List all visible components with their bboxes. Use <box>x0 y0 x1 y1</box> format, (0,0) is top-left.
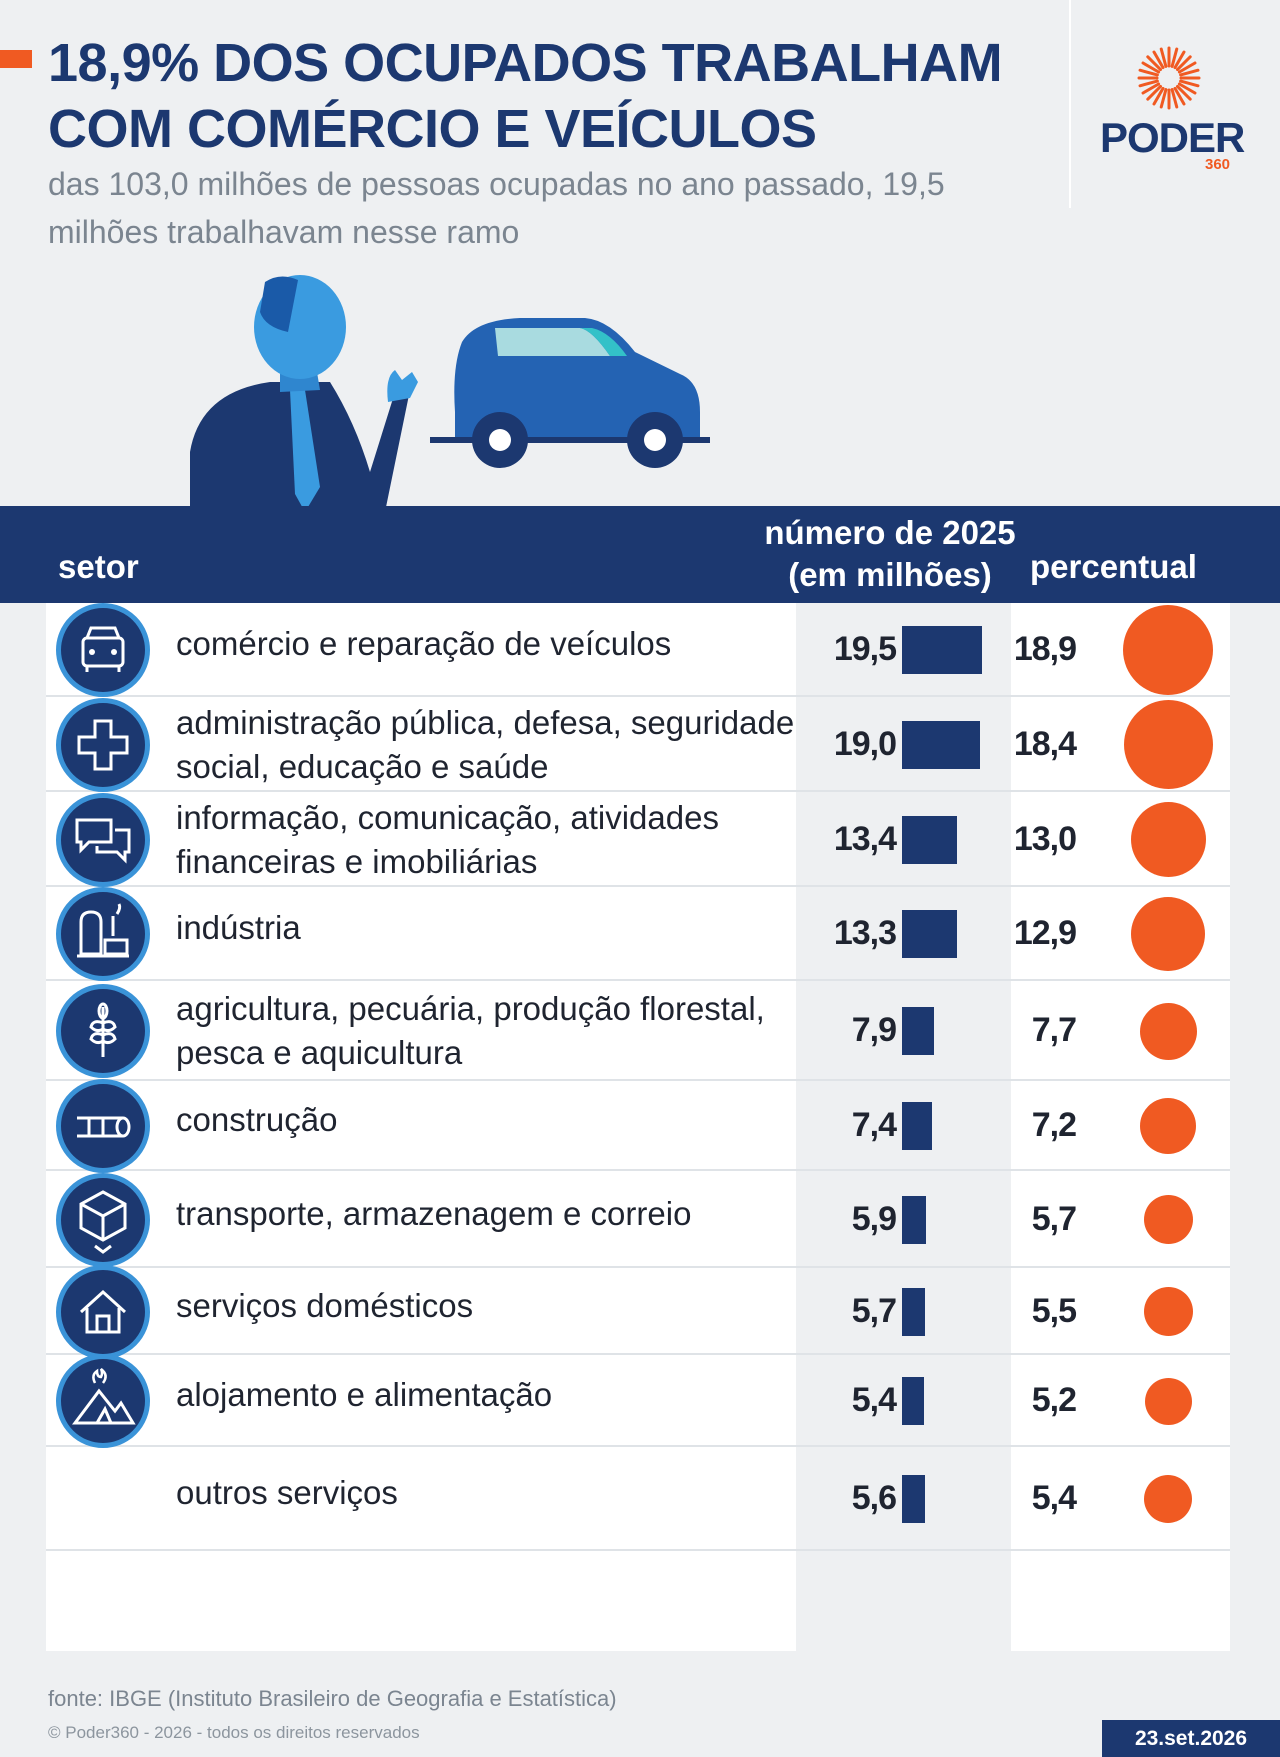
value-label: 5,4 <box>851 1381 897 1419</box>
person-and-car-illustration <box>190 275 710 512</box>
table-row: outros serviços 5,6 5,4 <box>46 1447 1230 1551</box>
value-bar <box>902 1007 934 1055</box>
sector-label: transporte, armazenagem e correio <box>176 1194 692 1232</box>
percent-dot <box>1123 700 1213 789</box>
wheat-icon <box>56 984 150 1078</box>
page-subtitle: das 103,0 milhões de pessoas ocupadas no… <box>48 166 945 250</box>
percent-label: 5,2 <box>1031 1381 1077 1419</box>
chat-bubbles-icon <box>56 792 150 887</box>
sector-label: administração pública, defesa, seguridad… <box>176 703 795 785</box>
copyright-note: © Poder360 - 2026 - todos os direitos re… <box>48 1723 420 1742</box>
column-header-percent: percentual <box>1030 548 1197 585</box>
value-label: 7,4 <box>851 1106 897 1144</box>
sector-label: alojamento e alimentação <box>176 1376 553 1413</box>
table-row: administração pública, defesa, seguridad… <box>46 697 1230 792</box>
value-bar <box>902 1102 932 1150</box>
page-title: 18,9% DOS OCUPADOS TRABALHAM COM COMÉRCI… <box>48 30 1038 162</box>
percent-dot <box>1144 1475 1192 1523</box>
percent-dot <box>1131 897 1205 971</box>
table-row: indústria 13,3 12,9 <box>46 887 1230 981</box>
value-bar <box>902 1377 924 1425</box>
percent-dot <box>1143 1195 1193 1244</box>
sector-label: informação, comunicação, atividades fina… <box>176 798 719 880</box>
table-row: agricultura, pecuária, produção floresta… <box>46 981 1230 1081</box>
sector-label: comércio e reparação de veículos <box>176 625 672 662</box>
value-label: 19,0 <box>833 724 897 763</box>
table-row: informação, comunicação, atividades fina… <box>46 792 1230 887</box>
accent-mark <box>0 50 32 68</box>
percent-dot <box>1130 802 1206 877</box>
factory-icon <box>56 887 150 981</box>
sector-label: agricultura, pecuária, produção floresta… <box>176 990 765 1071</box>
logo-number: 360 <box>1205 156 1231 173</box>
table-row: alojamento e alimentação 5,4 5,2 <box>46 1354 1230 1448</box>
logo: PODER 360 <box>1095 44 1245 174</box>
value-label: 5,6 <box>851 1479 897 1517</box>
value-bar <box>902 1475 925 1523</box>
percent-label: 13,0 <box>1013 819 1077 858</box>
title-line-1: 18,9% DOS OCUPADOS TRABALHAM <box>48 33 1003 93</box>
percent-dot <box>1143 1287 1193 1336</box>
header-divider <box>1069 0 1071 208</box>
table-row: construção 7,4 7,2 <box>46 1079 1230 1173</box>
column-header-sector: setor <box>58 548 139 585</box>
sector-label: construção <box>176 1101 338 1138</box>
percent-label: 18,4 <box>1013 724 1077 763</box>
table-row: transporte, armazenagem e correio 5,9 5,7 <box>46 1171 1230 1268</box>
column-header-number-line-2: (em milhões) <box>788 556 992 593</box>
cross-icon <box>56 697 150 792</box>
title-line-2: COM COMÉRCIO E VEÍCULOS <box>48 99 817 159</box>
table-row: comércio e reparação de veículos 19,5 18,9 <box>46 603 1230 697</box>
percent-dot <box>1123 605 1213 695</box>
sector-label: indústria <box>176 909 301 946</box>
column-header-number-line-1: número de 2025 <box>764 514 1016 551</box>
percent-dot <box>1144 1377 1192 1425</box>
date-badge: 23.set.2026 <box>1102 1720 1280 1757</box>
percent-dot <box>1139 1002 1197 1060</box>
sector-label: serviços domésticos <box>176 1286 474 1324</box>
column-header-number: número de 2025 (em milhões) <box>740 512 1040 596</box>
pipe-icon <box>56 1079 150 1173</box>
sector-label: outros serviços <box>176 1474 398 1511</box>
percent-label: 18,9 <box>1013 630 1077 668</box>
value-bar <box>902 1195 926 1244</box>
table-row: serviços domésticos 5,7 5,5 <box>46 1264 1230 1359</box>
percent-dot <box>1140 1098 1196 1154</box>
table-header: setor número de 2025 (em milhões) percen… <box>0 506 1280 603</box>
value-label: 19,5 <box>833 630 897 668</box>
tent-fire-icon <box>56 1354 150 1448</box>
value-label: 5,9 <box>851 1199 897 1238</box>
value-bar <box>902 626 982 674</box>
value-label: 13,4 <box>833 819 897 858</box>
source-note: fonte: IBGE (Instituto Brasileiro de Geo… <box>48 1686 617 1711</box>
percent-label: 5,5 <box>1031 1291 1077 1330</box>
percent-label: 5,7 <box>1031 1199 1077 1238</box>
value-label: 7,9 <box>851 1011 897 1049</box>
sun-logo-icon <box>1137 46 1201 110</box>
percent-label: 7,7 <box>1031 1011 1077 1049</box>
value-label: 5,7 <box>851 1291 897 1330</box>
percent-label: 5,4 <box>1031 1479 1077 1517</box>
value-bar <box>902 815 957 864</box>
value-bar <box>902 1287 925 1336</box>
value-bar <box>902 720 980 769</box>
value-label: 13,3 <box>833 914 897 952</box>
package-icon <box>56 1172 150 1267</box>
house-icon <box>56 1264 150 1359</box>
logo-word: PODER <box>1100 114 1245 161</box>
percent-label: 7,2 <box>1031 1106 1077 1144</box>
car-icon <box>56 603 150 697</box>
percent-label: 12,9 <box>1013 914 1077 952</box>
value-bar <box>902 910 957 958</box>
table-body: comércio e reparação de veículos 19,5 18,9… <box>46 603 1230 1651</box>
